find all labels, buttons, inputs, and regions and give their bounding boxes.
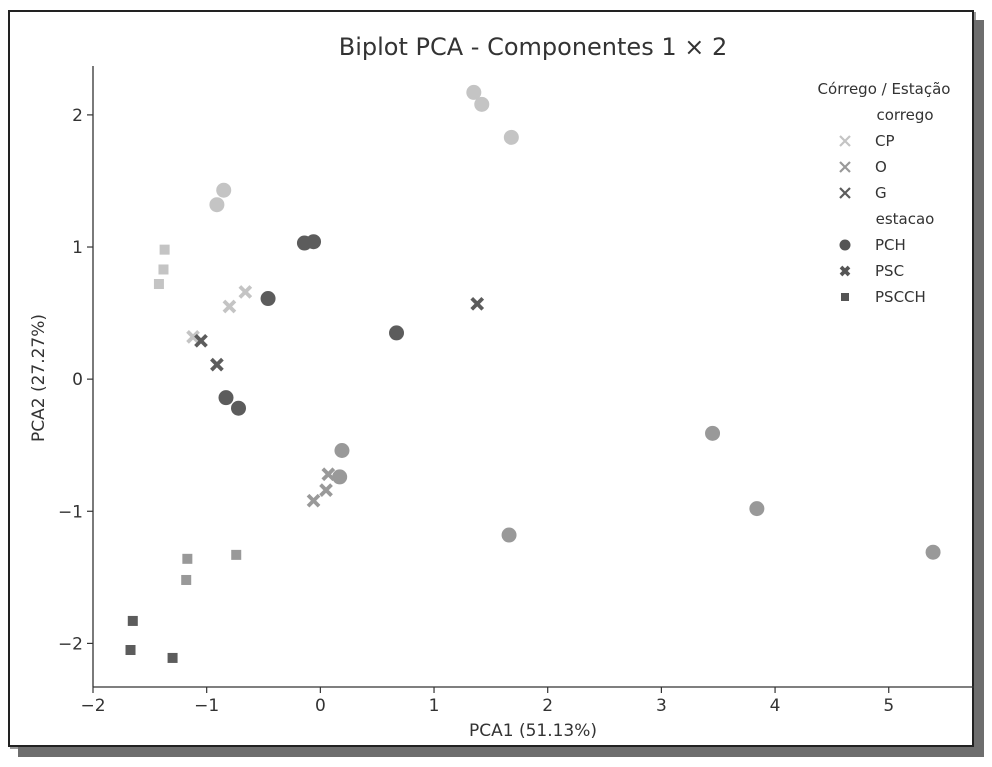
y-tick-label: −1 [58,502,83,522]
data-point-pch [705,425,721,441]
data-point-pch [260,291,276,307]
legend-marker [839,265,851,277]
y-tick-label: −2 [58,634,83,654]
x-tick-label: 4 [770,696,781,716]
legend-entry-label: O [875,158,887,176]
legend-marker [839,161,851,173]
data-point-pch [334,442,350,458]
legend-entry-label: G [875,184,887,202]
data-point-pscch [158,264,169,275]
x-tick-label: 3 [656,696,667,716]
legend-marker [839,135,851,147]
legend-marker [839,239,851,251]
axes: −2 −1 0 1 2 3 4 5 −2 −1 0 1 2 [58,66,974,716]
y-axis-label: PCA2 (27.27%) [29,314,49,442]
data-point-pch [501,527,517,543]
data-point-psc [186,330,200,344]
data-point-pscch [182,553,193,564]
data-point-pch [749,501,765,517]
x-tick-label: −1 [194,696,219,716]
figure-frame [8,10,974,747]
data-point-psc [321,467,336,482]
data-point-pch [216,182,232,198]
y-tick-label: 1 [72,238,83,258]
data-point-pch [209,197,225,213]
data-point-pscch [167,652,178,663]
data-point-psc [210,357,224,372]
y-tick-label: 0 [72,370,83,390]
data-points [125,84,941,663]
data-point-pscch [159,244,170,255]
data-point-pscch [127,615,138,626]
legend-entry-label: PSC [875,262,904,280]
legend-section-header: estacao [876,210,935,228]
data-point-pch [231,400,247,416]
legend-entry-label: PSCCH [875,288,926,306]
x-tick-label: 0 [315,696,326,716]
x-axis-label: PCA1 (51.13%) [469,721,597,741]
data-point-pch [474,96,490,112]
x-tick-label: 5 [883,696,894,716]
legend-entry-label: CP [875,132,895,150]
data-point-pch [332,469,348,485]
data-point-psc [319,483,333,497]
x-tick-label: −2 [80,696,105,716]
data-point-pch [503,129,519,145]
data-point-psc [238,285,253,299]
data-point-pch [389,325,405,341]
chart-title: Biplot PCA - Componentes 1 × 2 [339,33,727,61]
data-point-pch [925,544,941,560]
y-tick-label: 2 [72,106,83,126]
legend-entry-label: PCH [875,236,906,254]
data-point-pch [218,390,234,406]
legend-section-header: corrego [876,106,933,124]
data-point-psc [222,299,237,314]
legend-title: Córrego / Estação [818,80,951,98]
data-point-psc [470,296,485,311]
x-tick-label: 2 [542,696,553,716]
data-point-pch [306,234,322,250]
x-tick-label: 1 [429,696,440,716]
data-point-pscch [153,279,164,290]
data-point-pscch [181,574,192,585]
legend-marker [841,293,849,301]
data-point-psc [194,333,208,348]
data-point-psc [306,493,321,508]
data-point-pscch [125,645,136,656]
data-point-pch [466,84,482,100]
data-point-pscch [231,549,242,560]
legend-marker [839,187,851,199]
